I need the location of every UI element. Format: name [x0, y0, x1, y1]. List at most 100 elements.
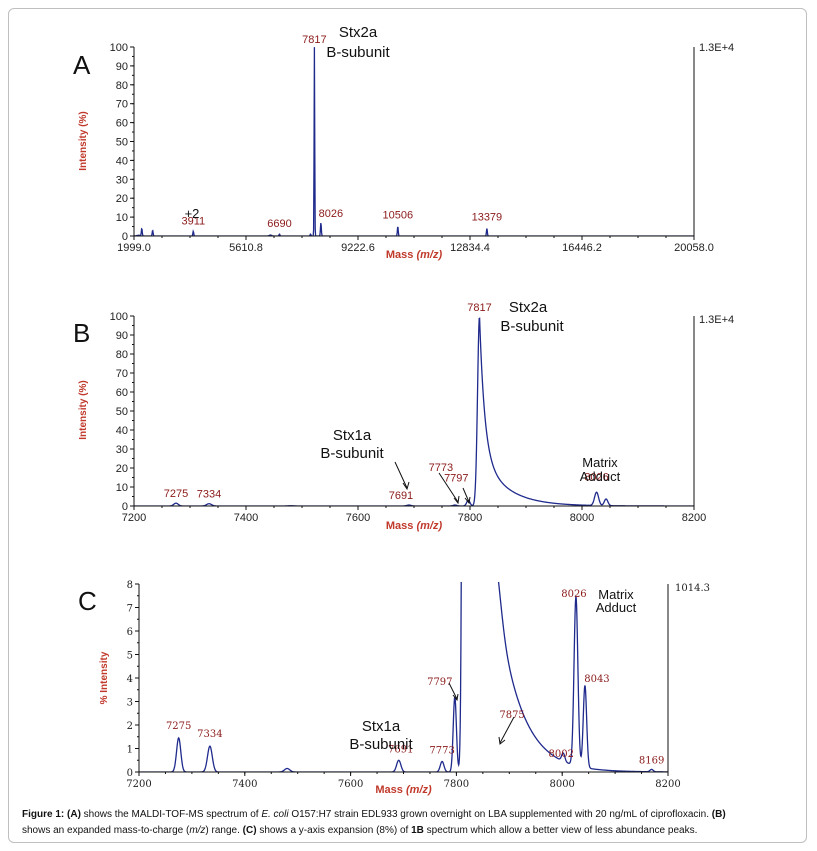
y-tick-label: 70: [116, 368, 128, 380]
x-tick-label: 8200: [655, 779, 680, 790]
caption-c: (C): [242, 825, 257, 836]
x-tick-label: 7600: [346, 512, 370, 524]
caption-figure-label: Figure 1:: [22, 809, 65, 820]
y-tick-label: 8: [127, 580, 133, 591]
x-axis-title: Mass (m/z): [386, 520, 443, 532]
spectrum-line: [134, 47, 694, 236]
caption-text-6: spectrum which allow a better view of le…: [423, 825, 698, 836]
peak-label-8169: 8169: [639, 756, 664, 767]
y-tick-label: 20: [116, 193, 128, 205]
y-tick-label: 10: [116, 212, 128, 224]
x-tick-label: 7600: [338, 779, 363, 790]
spectrum-line: [139, 582, 668, 772]
peak-label-7691: 7691: [389, 490, 413, 502]
y-tick-label: 7: [127, 604, 133, 615]
peak-label-7797: 7797: [444, 472, 468, 484]
annotation-stx2a-subunit: B-subunit: [326, 44, 390, 61]
y-tick-label: 1: [127, 745, 133, 756]
y-tick-label: 60: [116, 118, 128, 130]
y-axis-title: Intensity (%): [78, 111, 89, 170]
y-tick-label: 100: [110, 42, 128, 54]
y-tick-label: 30: [116, 444, 128, 456]
y-tick-label: 50: [116, 406, 128, 418]
panel-label-c: C: [78, 586, 97, 616]
panel-c: C 0 1 2 3 4 5 6 7 8 7200 7400 7600 7800 8000 8200 1014.3…: [78, 580, 710, 796]
x-tick-label: 9222.6: [341, 242, 375, 254]
caption-mz: m/z: [189, 825, 206, 836]
annotation-adduct: Adduct: [596, 600, 637, 615]
x-tick-label: 8200: [682, 512, 706, 524]
peak-label-10506: 10506: [383, 210, 414, 222]
annotation-stx2a: Stx2a: [339, 24, 378, 41]
figure-caption: Figure 1: (A) shows the MALDI-TOF-MS spe…: [22, 807, 797, 839]
y-tick-label: 60: [116, 387, 128, 399]
peak-label-7797: 7797: [427, 677, 452, 688]
y-tick-label: 0: [122, 231, 128, 243]
y-axis-title: % Intensity: [99, 651, 110, 704]
annotation-stx2a-subunit: B-subunit: [500, 318, 564, 335]
caption-text-5: shows a y-axis expansion (8%) of: [256, 825, 412, 836]
annotation-stx1a-subunit: B-subunit: [320, 445, 384, 462]
peak-label-8043: 8043: [584, 674, 609, 685]
peak-label-7773: 7773: [429, 462, 453, 474]
panel-label-b: B: [73, 318, 90, 348]
x-tick-label: 7400: [232, 779, 257, 790]
peak-label-8002: 8002: [549, 749, 574, 760]
peak-label-7817: 7817: [302, 34, 326, 46]
x-tick-label: 12834.4: [450, 242, 490, 254]
max-intensity-label: 1.3E+4: [699, 314, 734, 326]
caption-text-2: O157:H7 strain EDL933 grown overnight on…: [288, 809, 712, 820]
x-axis-title-mass: Mass: [386, 520, 417, 532]
y-tick-label: 40: [116, 425, 128, 437]
y-tick-label: 10: [116, 482, 128, 494]
peak-label-7334: 7334: [197, 489, 221, 501]
x-axis-title-unit: (m/z): [416, 249, 442, 261]
y-tick-label: 20: [116, 463, 128, 475]
y-tick-label: 100: [110, 311, 128, 323]
y-tick-label: 0: [122, 501, 128, 513]
arrow-7875: [499, 716, 515, 744]
peak-label-8026: 8026: [319, 208, 343, 220]
caption-b: (B): [711, 809, 726, 820]
x-tick-label: 7800: [444, 779, 469, 790]
peak-label-7334: 7334: [197, 729, 222, 740]
peak-label-6690: 6690: [267, 218, 291, 230]
arrow-head: [453, 495, 460, 505]
caption-ecoli: E. coli: [261, 809, 289, 820]
caption-text-4: ) range.: [205, 825, 243, 836]
x-axis-title-mass: Mass: [375, 784, 406, 796]
arrow-head: [402, 481, 410, 491]
peak-label-8026: 8026: [561, 589, 586, 600]
x-axis-title-unit: (m/z): [416, 520, 442, 532]
arrow-head: [464, 496, 471, 505]
y-tick-label: 50: [116, 137, 128, 149]
annotation-adduct: Adduct: [580, 469, 621, 484]
y-tick-label: 4: [127, 674, 133, 685]
y-axis-title: Intensity (%): [78, 380, 89, 439]
max-intensity-label: 1.3E+4: [699, 42, 734, 54]
annotation-matrix: Matrix: [582, 455, 618, 470]
peak-label-3911: 3911: [181, 215, 205, 227]
x-tick-label: 7400: [234, 512, 258, 524]
y-tick-label: 30: [116, 174, 128, 186]
x-axis-title-mass: Mass: [386, 249, 417, 261]
annotation-stx2a: Stx2a: [509, 299, 548, 316]
y-tick-label: 3: [127, 698, 133, 709]
max-intensity-label: 1014.3: [675, 583, 710, 594]
annotation-stx1a: Stx1a: [362, 718, 401, 735]
caption-a: (A): [67, 809, 81, 820]
x-axis-title: Mass (m/z): [386, 249, 443, 261]
y-tick-label: 80: [116, 349, 128, 361]
arrow-stx1a: [394, 461, 408, 489]
annotation-charge: +2: [185, 206, 200, 221]
arrow-7797: [448, 682, 458, 700]
annotation-matrix: Matrix: [598, 587, 634, 602]
y-tick-label: 90: [116, 61, 128, 73]
peak-label-13379: 13379: [472, 211, 503, 223]
x-tick-label: 8000: [570, 512, 594, 524]
arrow-7797: [462, 487, 470, 503]
panel-b: B 0 10 20 30 40 50 60 70 80 90 100 7200 7400 7600 7800 8…: [73, 299, 734, 532]
y-tick-label: 6: [127, 627, 133, 638]
x-tick-label: 5610.8: [229, 242, 263, 254]
